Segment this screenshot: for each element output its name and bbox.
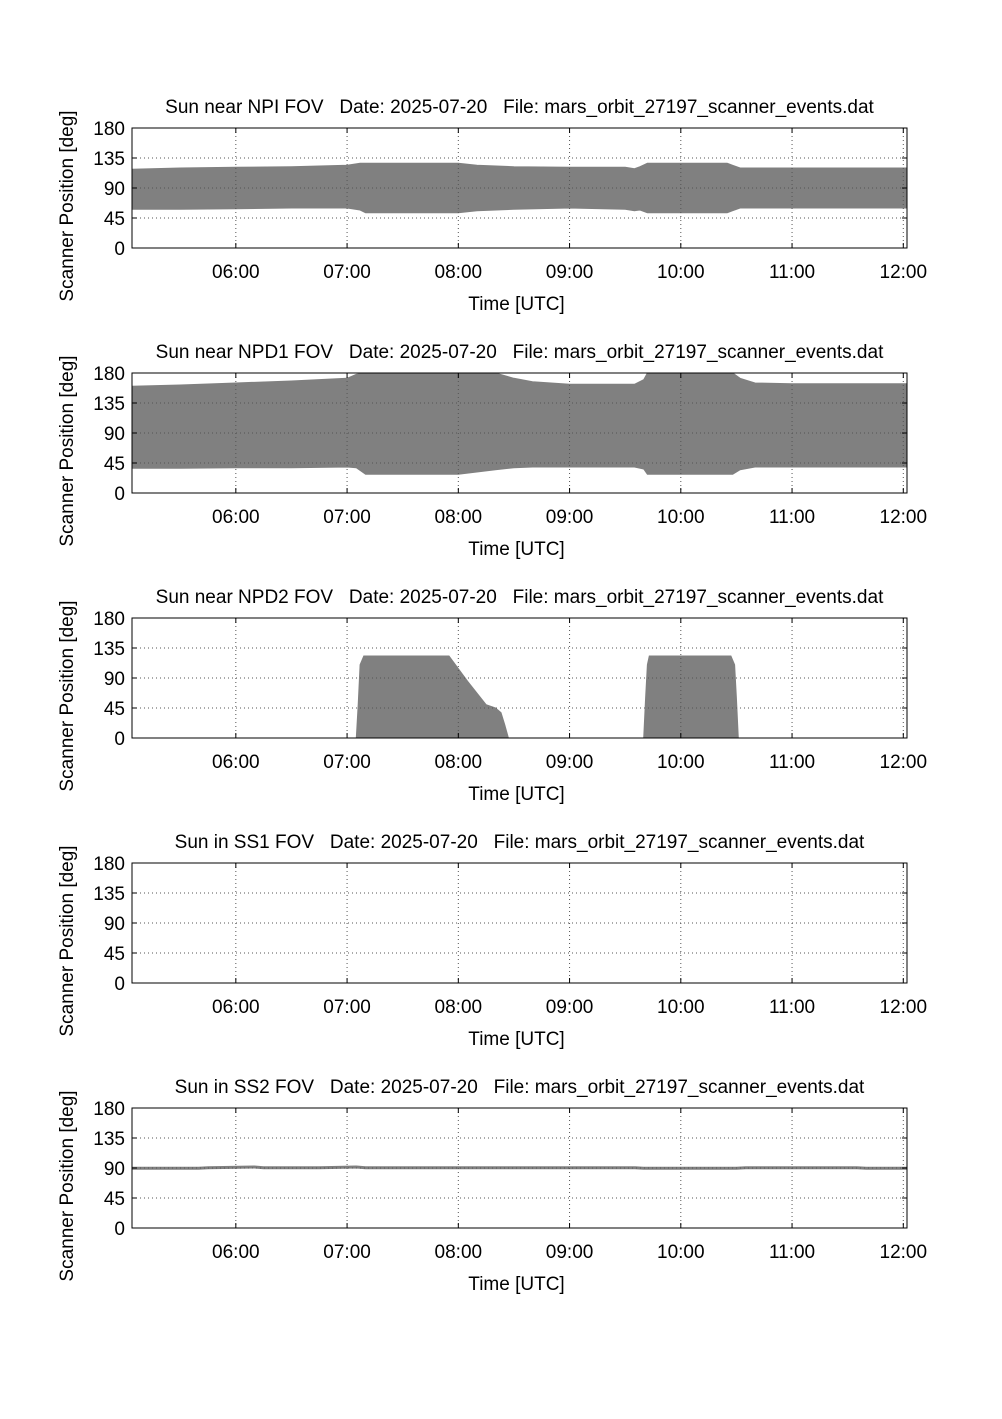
y-tick-label: 45 [104, 699, 125, 720]
y-axis-label: Scanner Position [deg] [57, 1090, 78, 1281]
x-tick-label: 12:00 [880, 262, 928, 283]
data-area-1 [643, 655, 739, 739]
x-axis-label: Time [UTC] [468, 784, 564, 805]
y-tick-label: 0 [114, 484, 125, 505]
y-tick-label: 45 [104, 209, 125, 230]
chart-ss2: Sun in SS2 FOV Date: 2025-07-20 File: ma… [57, 1077, 928, 1295]
y-tick-label: 0 [114, 1219, 125, 1240]
y-tick-label: 45 [104, 944, 125, 965]
x-tick-label: 06:00 [212, 752, 260, 773]
y-axis-label: Scanner Position [deg] [57, 110, 78, 301]
x-tick-label: 11:00 [769, 262, 815, 283]
y-tick-label: 135 [93, 884, 125, 905]
x-tick-label: 06:00 [212, 997, 260, 1018]
x-axis-label: Time [UTC] [468, 539, 564, 560]
x-tick-label: 12:00 [880, 752, 928, 773]
x-tick-label: 09:00 [546, 262, 594, 283]
chart-title: Sun in SS1 FOV Date: 2025-07-20 File: ma… [175, 832, 865, 853]
chart-title: Sun near NPI FOV Date: 2025-07-20 File: … [165, 97, 874, 118]
y-tick-label: 0 [114, 729, 125, 750]
y-tick-label: 135 [93, 394, 125, 415]
y-tick-label: 135 [93, 149, 125, 170]
x-tick-label: 06:00 [212, 262, 260, 283]
chart-npi: Sun near NPI FOV Date: 2025-07-20 File: … [57, 97, 928, 315]
x-tick-label: 09:00 [546, 1242, 594, 1263]
chart-title: Sun near NPD1 FOV Date: 2025-07-20 File:… [156, 342, 884, 363]
x-tick-label: 10:00 [657, 507, 705, 528]
x-axis-label: Time [UTC] [468, 1029, 564, 1050]
x-tick-label: 12:00 [880, 507, 928, 528]
x-tick-label: 07:00 [323, 1242, 371, 1263]
x-tick-label: 06:00 [212, 507, 260, 528]
x-tick-label: 08:00 [435, 507, 483, 528]
chart-title: Sun in SS2 FOV Date: 2025-07-20 File: ma… [175, 1077, 865, 1098]
x-tick-label: 10:00 [657, 997, 705, 1018]
x-tick-label: 10:00 [657, 1242, 705, 1263]
y-tick-label: 180 [93, 1099, 125, 1120]
panel-ss2: Sun in SS2 FOV Date: 2025-07-20 File: ma… [0, 1058, 1002, 1303]
data-area-0 [355, 655, 510, 739]
panel-ss1: Sun in SS1 FOV Date: 2025-07-20 File: ma… [0, 813, 1002, 1058]
x-tick-label: 09:00 [546, 997, 594, 1018]
panel-npd1: Sun near NPD1 FOV Date: 2025-07-20 File:… [0, 323, 1002, 568]
panel-npi: Sun near NPI FOV Date: 2025-07-20 File: … [0, 78, 1002, 323]
x-tick-label: 07:00 [323, 752, 371, 773]
y-tick-label: 45 [104, 454, 125, 475]
x-axis-label: Time [UTC] [468, 294, 564, 315]
y-tick-label: 180 [93, 854, 125, 875]
x-tick-label: 11:00 [769, 507, 815, 528]
x-tick-label: 11:00 [769, 997, 815, 1018]
y-axis-label: Scanner Position [deg] [57, 600, 78, 791]
chart-npd1: Sun near NPD1 FOV Date: 2025-07-20 File:… [57, 342, 928, 560]
x-axis-label: Time [UTC] [468, 1274, 564, 1295]
x-tick-label: 09:00 [546, 507, 594, 528]
y-tick-label: 90 [104, 179, 125, 200]
x-tick-label: 08:00 [435, 752, 483, 773]
y-axis-label: Scanner Position [deg] [57, 355, 78, 546]
y-tick-label: 0 [114, 974, 125, 995]
x-tick-label: 11:00 [769, 752, 815, 773]
y-tick-label: 135 [93, 639, 125, 660]
y-axis-label: Scanner Position [deg] [57, 845, 78, 1036]
x-tick-label: 12:00 [880, 997, 928, 1018]
y-tick-label: 90 [104, 669, 125, 690]
x-tick-label: 07:00 [323, 507, 371, 528]
chart-title: Sun near NPD2 FOV Date: 2025-07-20 File:… [156, 587, 884, 608]
x-tick-label: 07:00 [323, 262, 371, 283]
x-tick-label: 09:00 [546, 752, 594, 773]
x-tick-label: 10:00 [657, 752, 705, 773]
x-tick-label: 06:00 [212, 1242, 260, 1263]
y-tick-label: 135 [93, 1129, 125, 1150]
y-tick-label: 0 [114, 239, 125, 260]
y-tick-label: 90 [104, 914, 125, 935]
x-tick-label: 10:00 [657, 262, 705, 283]
x-tick-label: 07:00 [323, 997, 371, 1018]
y-tick-label: 90 [104, 424, 125, 445]
y-tick-label: 180 [93, 119, 125, 140]
panel-npd2: Sun near NPD2 FOV Date: 2025-07-20 File:… [0, 568, 1002, 813]
data-area-0 [131, 372, 908, 475]
chart-ss1: Sun in SS1 FOV Date: 2025-07-20 File: ma… [57, 832, 928, 1050]
y-tick-label: 180 [93, 609, 125, 630]
y-tick-label: 180 [93, 364, 125, 385]
x-tick-label: 08:00 [435, 1242, 483, 1263]
x-tick-label: 08:00 [435, 997, 483, 1018]
x-tick-label: 12:00 [880, 1242, 928, 1263]
y-tick-label: 90 [104, 1159, 125, 1180]
x-tick-label: 11:00 [769, 1242, 815, 1263]
chart-npd2: Sun near NPD2 FOV Date: 2025-07-20 File:… [57, 587, 928, 805]
y-tick-label: 45 [104, 1189, 125, 1210]
x-tick-label: 08:00 [435, 262, 483, 283]
